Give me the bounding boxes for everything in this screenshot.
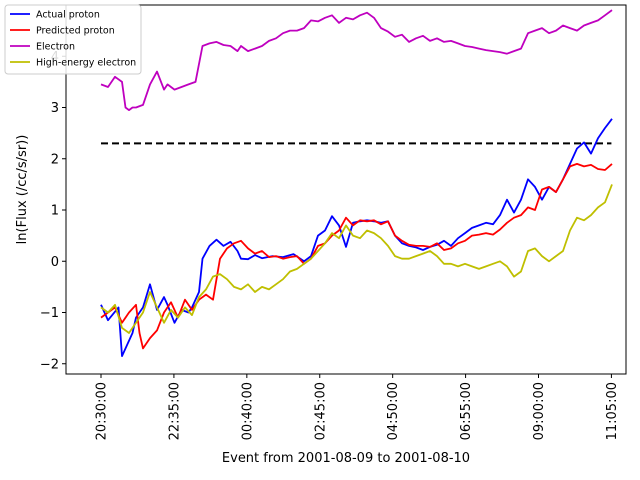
y-axis-label: ln(Flux (/cc/s/sr)) (15, 135, 30, 245)
y-tick-label: 0 (51, 255, 59, 270)
legend-label: Electron (36, 42, 75, 53)
x-tick-label: 04:50:00 (386, 382, 401, 440)
x-tick-label: 11:05:00 (605, 382, 620, 440)
legend-label: Actual proton (36, 10, 100, 21)
y-tick-label: 3 (51, 101, 59, 116)
x-tick-label: 22:35:00 (167, 382, 182, 440)
series-line-actual-proton (100, 118, 613, 358)
x-tick-label: 06:55:00 (459, 382, 474, 440)
plot-area (100, 9, 613, 358)
y-tick-label: −2 (40, 357, 59, 372)
y-tick-label: 2 (51, 152, 59, 167)
y-tick-label: 1 (51, 204, 59, 219)
legend-label: High-energy electron (36, 58, 136, 69)
series-line-high-energy-electron (100, 184, 613, 334)
x-tick-label: 00:40:00 (240, 382, 255, 440)
x-tick-label: 20:30:00 (95, 382, 110, 440)
x-tick-label: 09:00:00 (532, 382, 547, 440)
y-tick-label: −1 (40, 306, 59, 321)
x-axis-label: Event from 2001-08-09 to 2001-08-10 (222, 451, 470, 466)
axes: −2−10123420:30:0022:35:0000:40:0002:45:0… (40, 4, 627, 440)
legend-label: Predicted proton (36, 26, 115, 37)
legend-box (4, 4, 142, 75)
series-line-predicted-proton (100, 162, 613, 350)
legend: Actual proton Predicted proton Electron Hig… (4, 4, 142, 75)
series-line-electron (100, 9, 613, 111)
x-tick-label: 02:45:00 (313, 382, 328, 440)
plot-frame (65, 4, 627, 375)
